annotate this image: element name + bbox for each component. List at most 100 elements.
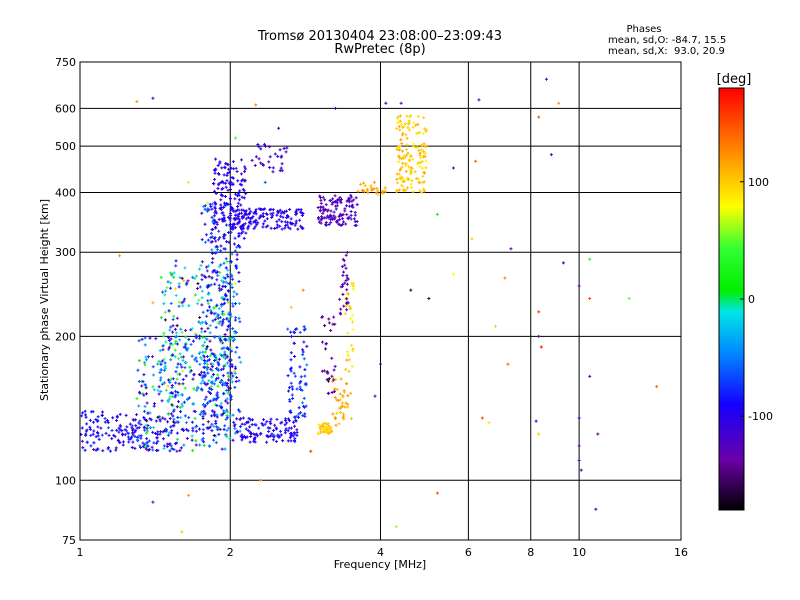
data-point: [267, 160, 271, 164]
data-point: [296, 227, 300, 231]
data-point: [203, 340, 207, 344]
data-point: [234, 213, 238, 217]
data-point: [225, 408, 229, 412]
data-point: [251, 418, 255, 422]
data-point: [339, 307, 343, 311]
data-point: [283, 220, 287, 224]
data-point: [238, 410, 242, 414]
data-point: [249, 222, 253, 226]
data-point: [279, 211, 283, 215]
data-point: [175, 365, 179, 369]
data-point: [344, 222, 348, 226]
data-point: [170, 447, 174, 451]
data-point: [293, 432, 297, 436]
data-point: [150, 445, 154, 449]
data-point: [212, 382, 216, 386]
data-point: [233, 371, 237, 375]
data-point: [212, 306, 216, 310]
data-point: [255, 223, 259, 227]
data-point: [401, 161, 405, 165]
data-point: [162, 331, 166, 335]
data-point: [269, 417, 273, 421]
data-point: [121, 443, 125, 447]
data-point: [277, 218, 281, 222]
data-point: [200, 438, 204, 442]
data-point: [338, 398, 342, 402]
data-point: [158, 370, 162, 374]
data-point: [327, 317, 331, 321]
data-point: [423, 189, 427, 193]
data-point: [172, 275, 176, 279]
data-point: [235, 375, 239, 379]
data-point: [181, 404, 185, 408]
data-point: [211, 270, 215, 274]
data-point: [293, 223, 297, 227]
colorbar-tick-label: 0: [748, 293, 755, 306]
data-point: [201, 423, 205, 427]
data-point: [288, 436, 292, 440]
data-point: [398, 176, 402, 180]
data-point: [220, 354, 224, 358]
data-point: [191, 339, 195, 343]
data-point: [115, 428, 119, 432]
data-point: [165, 442, 169, 446]
data-point: [161, 416, 165, 420]
data-point: [208, 202, 212, 206]
data-point: [201, 436, 205, 440]
data-point: [298, 330, 302, 334]
data-point: [405, 136, 409, 140]
data-point: [99, 426, 103, 430]
data-point: [398, 156, 402, 160]
data-point: [211, 362, 215, 366]
data-point: [248, 440, 252, 444]
data-point: [204, 395, 208, 399]
data-point: [205, 209, 209, 213]
data-point: [190, 327, 194, 331]
data-point: [199, 263, 203, 267]
plot-grid: [80, 62, 681, 540]
data-point: [298, 381, 302, 385]
data-point: [265, 212, 269, 216]
data-point: [299, 411, 303, 415]
data-point: [409, 182, 413, 186]
data-point: [289, 366, 293, 370]
data-point: [240, 422, 244, 426]
data-point: [289, 351, 293, 355]
data-point: [131, 428, 135, 432]
data-point: [324, 347, 328, 351]
data-point: [422, 180, 426, 184]
data-point: [229, 260, 233, 264]
data-point: [226, 298, 230, 302]
data-point: [544, 77, 548, 81]
data-point: [219, 379, 223, 383]
data-point: [237, 316, 241, 320]
data-point: [257, 157, 261, 161]
data-point: [330, 374, 334, 378]
data-point: [133, 446, 137, 450]
data-point: [292, 420, 296, 424]
data-point: [321, 205, 325, 209]
data-point: [352, 198, 356, 202]
data-point: [205, 368, 209, 372]
data-point: [200, 344, 204, 348]
data-point: [229, 314, 233, 318]
data-point: [339, 285, 343, 289]
data-point: [294, 211, 298, 215]
data-point: [282, 147, 286, 151]
data-point: [309, 449, 313, 453]
data-point: [163, 417, 167, 421]
data-point: [340, 265, 344, 269]
data-point: [338, 196, 342, 200]
data-point: [171, 324, 175, 328]
data-point: [173, 442, 177, 446]
data-point: [206, 420, 210, 424]
data-point: [182, 355, 186, 359]
data-point: [216, 428, 220, 432]
data-point: [337, 215, 341, 219]
data-point: [169, 377, 173, 381]
data-point: [171, 414, 175, 418]
data-point: [342, 390, 346, 394]
data-point: [227, 282, 231, 286]
data-point: [303, 414, 307, 418]
data-point: [301, 414, 305, 418]
